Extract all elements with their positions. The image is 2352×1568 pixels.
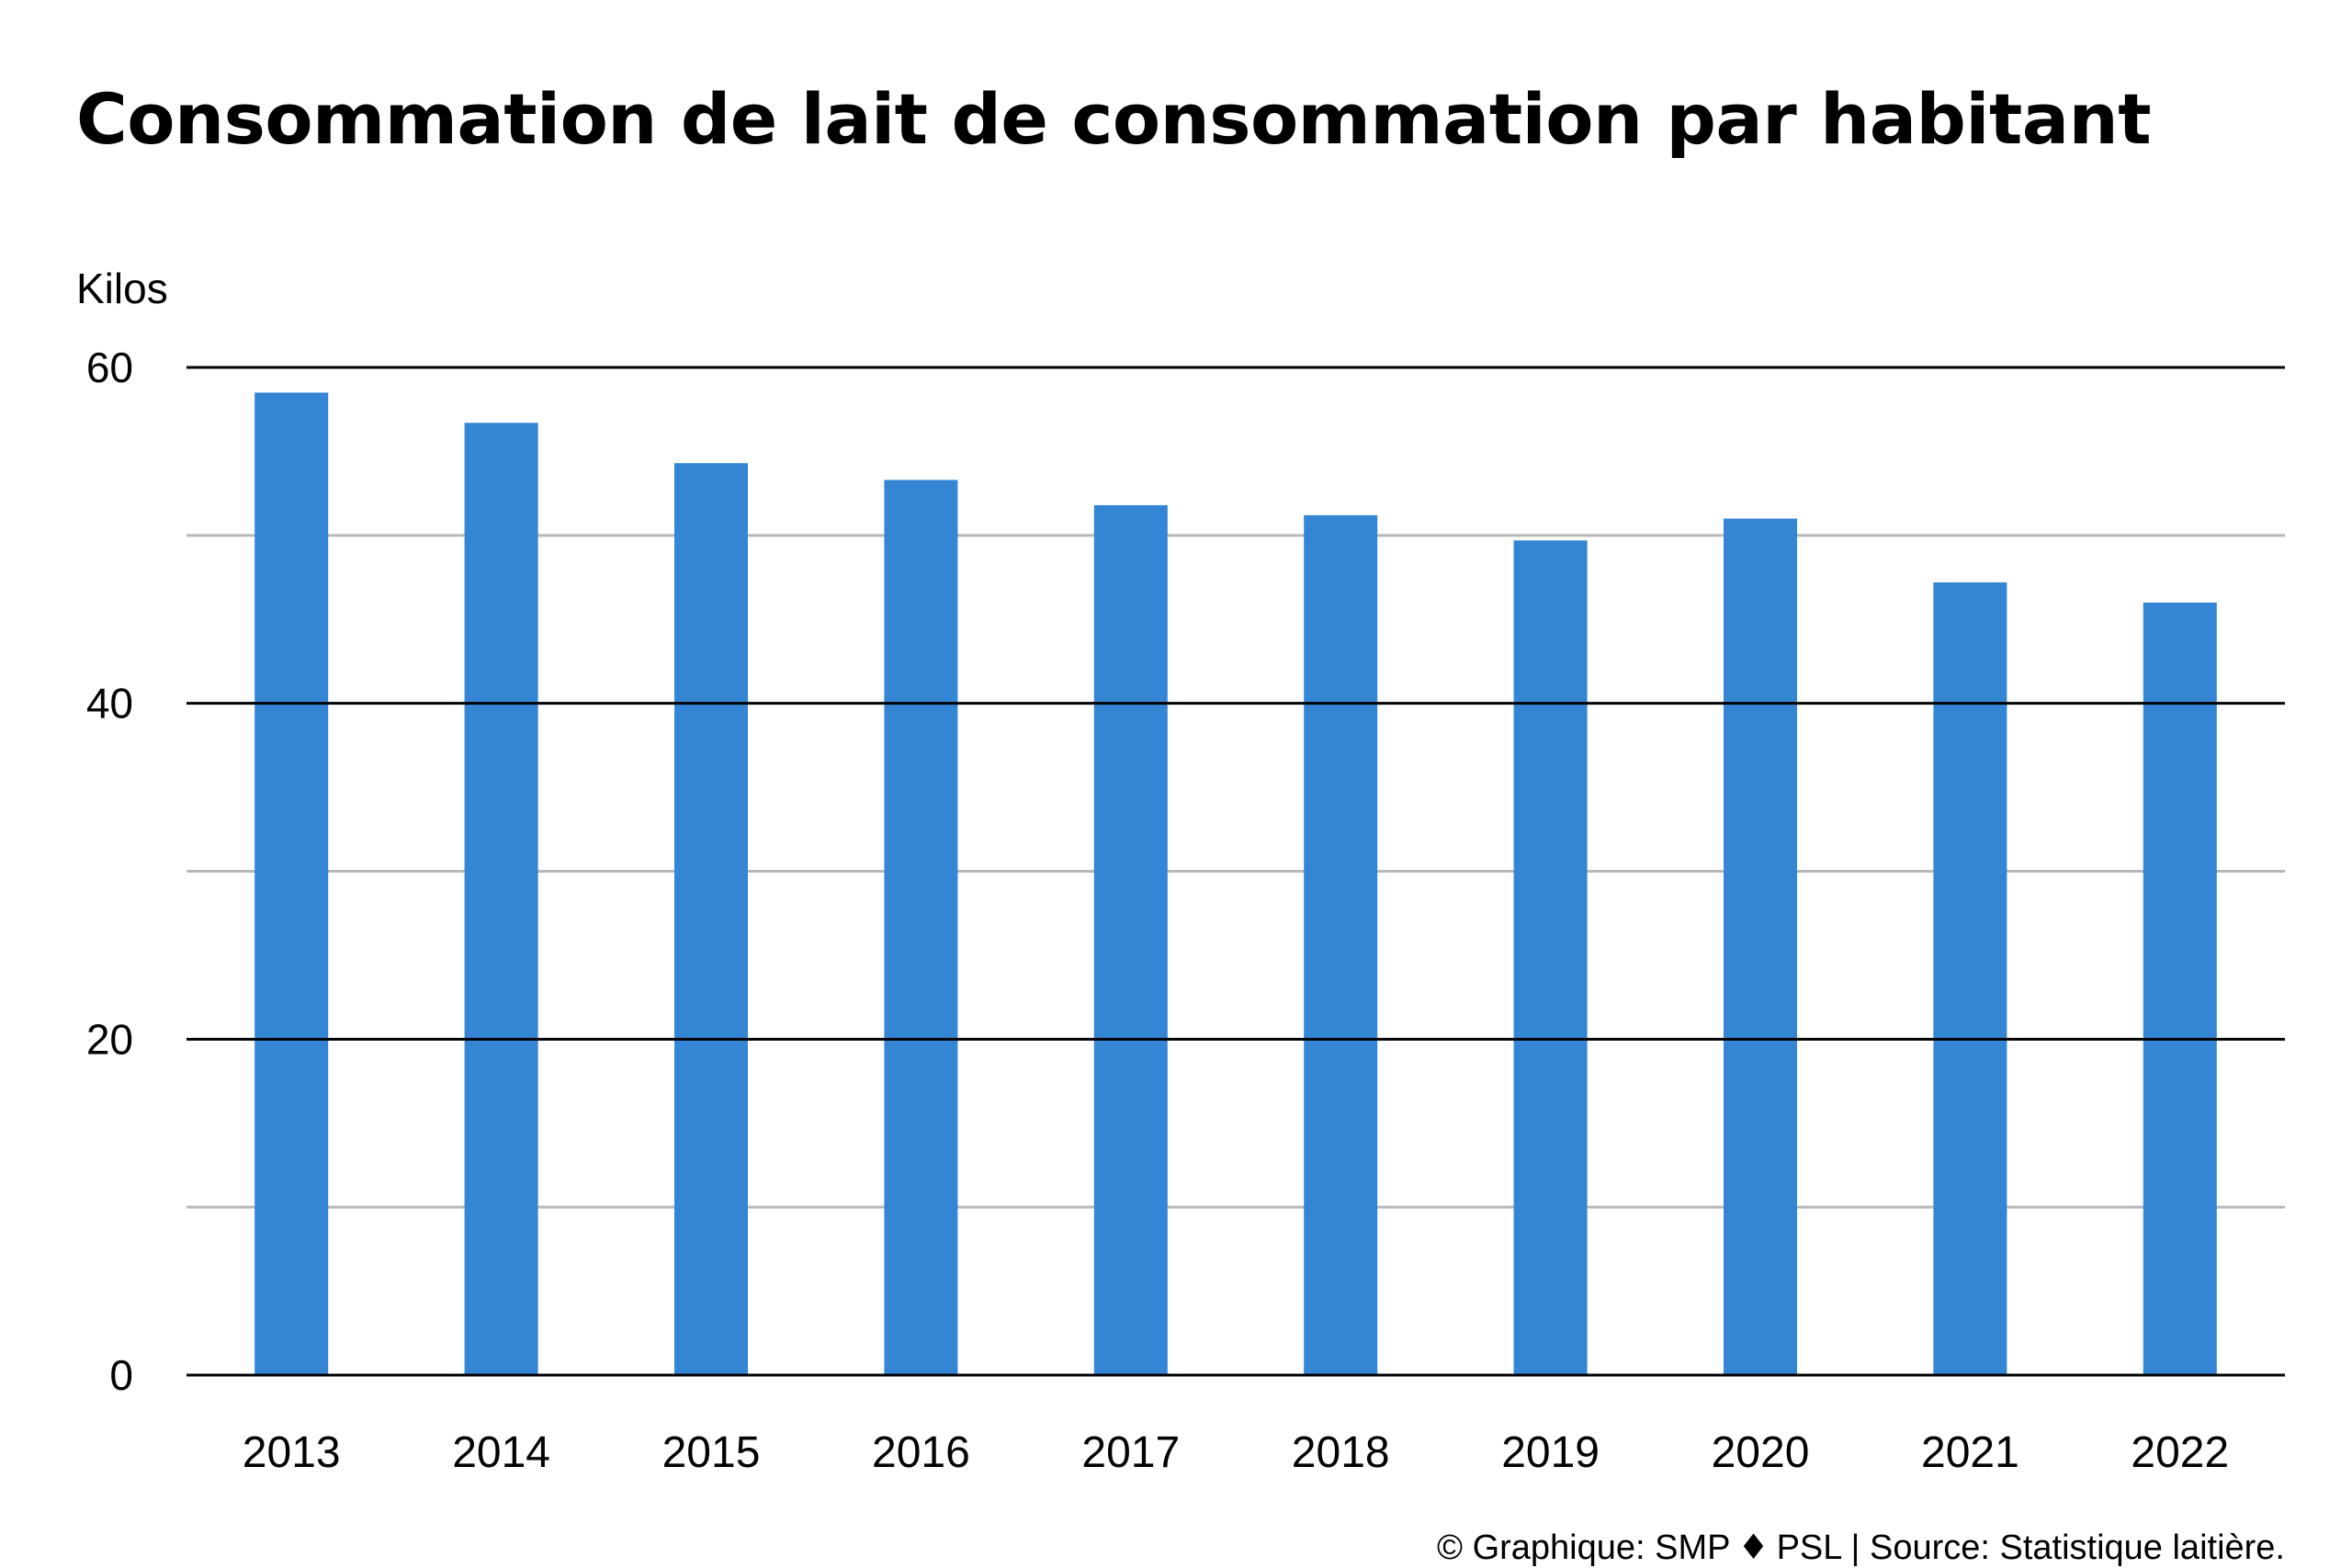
bar-2016 [884,479,958,1375]
y-tick-label-40: 40 [86,680,133,728]
x-tick-label-2015: 2015 [662,1428,761,1477]
bar-2019 [1513,540,1588,1375]
y-tick-label-20: 20 [86,1015,133,1063]
bar-2013 [254,392,329,1375]
y-tick-label-0: 0 [109,1351,133,1399]
bar-2017 [1093,504,1168,1375]
bar-2014 [464,423,538,1376]
x-tick-label-2019: 2019 [1501,1428,1600,1477]
bar-2018 [1304,514,1378,1375]
chart-title: Consommation de lait de consommation par… [76,78,2152,160]
y-axis-tick-labels: 0 20 40 60 [86,344,133,1399]
x-tick-label-2017: 2017 [1081,1428,1180,1477]
credit-line: © Graphique: SMP ♦ PSL | Source: Statistiq… [1437,1527,2285,1568]
bar-2015 [674,463,748,1376]
x-tick-label-2020: 2020 [1712,1428,1810,1477]
credit-source: PSL | Source: Statistique laitière. [1776,1529,2285,1567]
bars [254,392,2217,1376]
x-tick-label-2021: 2021 [1921,1428,2019,1477]
x-tick-label-2014: 2014 [452,1428,550,1477]
credit-graphic: © Graphique: SMP [1437,1529,1731,1567]
bar-2022 [2143,602,2217,1375]
x-tick-label-2018: 2018 [1292,1428,1390,1477]
x-tick-label-2013: 2013 [243,1428,341,1477]
y-tick-label-60: 60 [86,344,133,391]
x-tick-label-2016: 2016 [872,1428,970,1477]
major-gridlines [187,366,2285,1377]
x-axis-category-labels: 2013 2014 2015 2016 2017 2018 2019 2020 2021 2022 [243,1428,2229,1477]
bar-2021 [1933,582,2007,1375]
y-axis-unit-label: Kilos [76,265,168,312]
diamond-icon: ♦ [1737,1527,1770,1567]
x-tick-label-2022: 2022 [2131,1428,2229,1477]
bar-2020 [1724,518,1797,1375]
